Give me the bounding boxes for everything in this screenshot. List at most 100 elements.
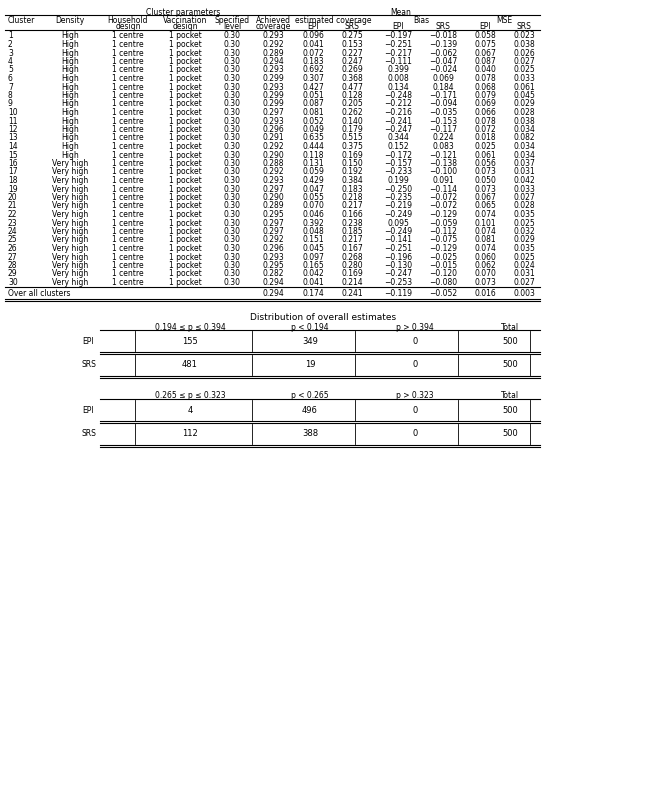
Text: 0.027: 0.027 (513, 193, 535, 202)
Text: 1 centre: 1 centre (112, 150, 144, 159)
Text: 19: 19 (8, 185, 17, 193)
Text: 1 pocket: 1 pocket (169, 108, 202, 117)
Text: 1 pocket: 1 pocket (169, 134, 202, 143)
Text: 0.096: 0.096 (302, 32, 324, 40)
Text: 0.293: 0.293 (262, 66, 284, 74)
Text: 5: 5 (8, 66, 13, 74)
Text: 0.30: 0.30 (224, 82, 240, 92)
Text: EPI: EPI (479, 22, 491, 31)
Text: estimated coverage: estimated coverage (295, 16, 371, 25)
Text: 0.033: 0.033 (513, 185, 535, 193)
Text: −0.235: −0.235 (384, 193, 412, 202)
Text: 1 centre: 1 centre (112, 82, 144, 92)
Text: 0.299: 0.299 (262, 91, 284, 100)
Text: 0.097: 0.097 (302, 253, 324, 261)
Text: 1 pocket: 1 pocket (169, 269, 202, 279)
Text: 21: 21 (8, 201, 17, 211)
Text: Very high: Very high (52, 185, 88, 193)
Text: −0.018: −0.018 (429, 32, 457, 40)
Text: 0.087: 0.087 (302, 100, 324, 109)
Text: 0.028: 0.028 (513, 108, 535, 117)
Text: 0.30: 0.30 (224, 116, 240, 125)
Text: 0: 0 (412, 429, 417, 438)
Text: EPI: EPI (307, 22, 319, 31)
Text: 0.218: 0.218 (341, 193, 363, 202)
Text: 0.30: 0.30 (224, 227, 240, 236)
Text: 0.026: 0.026 (513, 48, 535, 58)
Text: −0.062: −0.062 (429, 48, 457, 58)
Text: −0.072: −0.072 (429, 193, 457, 202)
Text: Density: Density (56, 16, 85, 25)
Text: High: High (61, 125, 79, 134)
Text: 0.635: 0.635 (302, 134, 324, 143)
Text: Very high: Very high (52, 269, 88, 279)
Text: 0.30: 0.30 (224, 244, 240, 253)
Text: 1 centre: 1 centre (112, 116, 144, 125)
Text: −0.249: −0.249 (384, 210, 412, 219)
Text: 0.035: 0.035 (513, 210, 535, 219)
Text: −0.129: −0.129 (429, 210, 457, 219)
Text: 12: 12 (8, 125, 17, 134)
Text: 0.217: 0.217 (341, 235, 363, 245)
Text: 0.288: 0.288 (262, 159, 284, 168)
Text: p > 0.323: p > 0.323 (396, 391, 434, 401)
Text: 0.078: 0.078 (474, 116, 496, 125)
Text: 17: 17 (8, 167, 17, 177)
Text: 1 centre: 1 centre (112, 40, 144, 49)
Text: design: design (115, 22, 141, 31)
Text: 0.30: 0.30 (224, 159, 240, 168)
Text: 0.067: 0.067 (474, 48, 496, 58)
Text: EPI: EPI (392, 22, 404, 31)
Text: 1 pocket: 1 pocket (169, 235, 202, 245)
Text: 0.065: 0.065 (474, 201, 496, 211)
Text: 0.299: 0.299 (262, 74, 284, 83)
Text: 0.30: 0.30 (224, 278, 240, 287)
Text: −0.250: −0.250 (384, 185, 412, 193)
Text: 496: 496 (302, 406, 318, 415)
Text: −0.052: −0.052 (429, 290, 457, 299)
Text: SRS: SRS (82, 360, 97, 369)
Text: High: High (61, 74, 79, 83)
Text: SRS: SRS (344, 22, 359, 31)
Text: 0.074: 0.074 (474, 244, 496, 253)
Text: 0.045: 0.045 (302, 244, 324, 253)
Text: 3: 3 (8, 48, 13, 58)
Text: 0.224: 0.224 (432, 134, 453, 143)
Text: −0.138: −0.138 (429, 159, 457, 168)
Text: 1 pocket: 1 pocket (169, 57, 202, 66)
Text: 23: 23 (8, 219, 17, 227)
Text: 4: 4 (187, 406, 193, 415)
Text: 0.047: 0.047 (302, 185, 324, 193)
Text: 0.069: 0.069 (432, 74, 454, 83)
Text: 1 centre: 1 centre (112, 32, 144, 40)
Text: −0.075: −0.075 (429, 235, 457, 245)
Text: 0.134: 0.134 (387, 82, 409, 92)
Text: 0.30: 0.30 (224, 176, 240, 185)
Text: −0.112: −0.112 (429, 227, 457, 236)
Text: 1 pocket: 1 pocket (169, 142, 202, 151)
Text: 1 pocket: 1 pocket (169, 82, 202, 92)
Text: Very high: Very high (52, 235, 88, 245)
Text: Very high: Very high (52, 253, 88, 261)
Text: 0.166: 0.166 (341, 210, 363, 219)
Text: 0.025: 0.025 (474, 142, 496, 151)
Text: 0.055: 0.055 (302, 193, 324, 202)
Text: Total: Total (501, 322, 519, 332)
Text: −0.251: −0.251 (384, 40, 412, 49)
Text: 0.042: 0.042 (513, 176, 535, 185)
Text: 1 centre: 1 centre (112, 66, 144, 74)
Text: 0.072: 0.072 (474, 125, 496, 134)
Text: 0.074: 0.074 (474, 210, 496, 219)
Text: 1 centre: 1 centre (112, 244, 144, 253)
Text: 0.050: 0.050 (474, 176, 496, 185)
Text: 1 centre: 1 centre (112, 176, 144, 185)
Text: 0.048: 0.048 (302, 227, 324, 236)
Text: SRS: SRS (435, 22, 450, 31)
Text: 1 pocket: 1 pocket (169, 150, 202, 159)
Text: High: High (61, 57, 79, 66)
Text: 0.30: 0.30 (224, 48, 240, 58)
Text: Over all clusters: Over all clusters (8, 290, 70, 299)
Text: 0.028: 0.028 (513, 201, 535, 211)
Text: 0.169: 0.169 (341, 269, 363, 279)
Text: 20: 20 (8, 193, 17, 202)
